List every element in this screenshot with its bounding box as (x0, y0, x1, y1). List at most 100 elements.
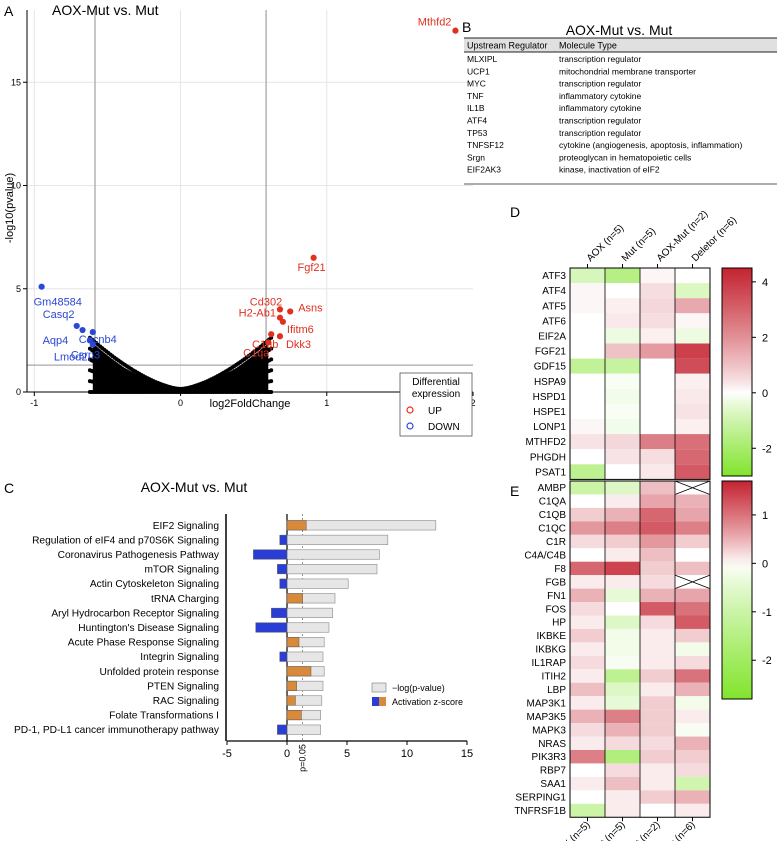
heat-e-cell (570, 655, 605, 670)
heat-d-row-atf5: ATF5 (542, 301, 566, 312)
heat-d-cell (675, 403, 710, 419)
volcano-y-label: -log10(pvalue) (4, 173, 16, 243)
heat-e-row-saa1: SAA1 (540, 779, 566, 790)
logp-bar-regulation-of-eif4-and-p70s6k-signaling (286, 534, 389, 545)
zscore-bar-integrin-signaling (279, 651, 288, 662)
heat-e-scale-label: 0 (762, 558, 768, 570)
heat-e-cell (675, 763, 710, 777)
heat-d-cell (605, 464, 640, 480)
heat-e-color-scale (721, 480, 753, 700)
heat-e-row-c1r: C1R (546, 537, 566, 548)
heat-e-cell (675, 588, 710, 603)
table-regulator-il1b: IL1B (467, 103, 485, 113)
heat-e-cell (675, 615, 710, 629)
heat-d-cell (675, 419, 710, 435)
heat-e-row-ikbke: IKBKE (537, 631, 567, 642)
heat-e-cell (570, 481, 605, 495)
heat-d-cell (570, 434, 605, 450)
table-molecule-type: transcription regulator (559, 128, 641, 138)
heat-e-cell (605, 481, 640, 495)
heat-e-cell (605, 763, 640, 777)
pathway-label-coronavirus-pathogenesis-pathway: Coronavirus Pathogenesis Pathway (58, 550, 220, 561)
heat-d-cell (640, 449, 675, 465)
heat-e-cell (640, 602, 675, 616)
heat-d-row-fgf21: FGF21 (535, 347, 567, 358)
heat-d-cell (675, 358, 710, 374)
heat-e-cell (675, 736, 710, 750)
heat-d-cell (570, 358, 605, 374)
heat-d-scale-label: 0 (762, 388, 768, 400)
heat-d-cell (640, 313, 675, 329)
gene-point-asns (287, 308, 294, 315)
heat-e-row-map3k1: MAP3K1 (527, 698, 567, 709)
heat-e-cell (605, 615, 640, 629)
legend-logp-label: −log(p-value) (392, 683, 445, 693)
heat-e-cell (640, 776, 675, 791)
heat-d-cell (570, 328, 605, 344)
gene-point-csrp3 (89, 341, 96, 348)
panel-letter-d: D (510, 204, 520, 220)
heat-e-cell (570, 750, 605, 764)
heat-e-cell (640, 561, 675, 576)
heat-e-row-c1qb: C1QB (539, 510, 567, 521)
heat-e-cell (570, 561, 605, 576)
pathway-label-integrin-signaling: Integrin Signaling (140, 652, 219, 663)
upstream-regulator-table: AOX-Mut vs. Mut Upstream Regulator Molec… (464, 22, 777, 185)
pathway-x-tick-label: 0 (284, 748, 290, 760)
heat-d-cell (570, 373, 605, 389)
heat-e-cell (570, 575, 605, 589)
heat-d-cell (675, 464, 710, 480)
heat-e-row-c1qa: C1QA (539, 497, 567, 508)
heat-e-cell (675, 803, 710, 818)
table-regulator-tnfsf12: TNFSF12 (467, 140, 504, 150)
heat-e-cell (570, 803, 605, 818)
volcano-legend-title-1: Differential (412, 377, 460, 388)
heat-d-color-scale (721, 267, 753, 477)
pvalue-threshold-label: p=0.05 (298, 744, 308, 772)
heat-d-row-hspa9: HSPA9 (534, 377, 566, 388)
heat-d-row-lonp1: LONP1 (533, 422, 566, 433)
heat-e-cell (675, 602, 710, 616)
heat-d-cell (605, 403, 640, 419)
heat-e-row-nras: NRAS (538, 739, 566, 750)
heat-e-cell (570, 642, 605, 656)
table-regulator-tnf: TNF (467, 91, 484, 101)
heat-e-cell (640, 628, 675, 643)
gene-point-mthfd2 (452, 27, 459, 34)
heat-e-cell (640, 507, 675, 522)
heat-d-cell (640, 373, 675, 389)
table-molecule-type: proteoglycan in hematopoietic cells (559, 152, 691, 162)
heat-e-cell (640, 750, 675, 764)
heat-e-cell (675, 682, 710, 697)
heat-e-row-fn1: FN1 (547, 591, 566, 602)
gene-point-gm48584 (38, 283, 45, 290)
table-regulator-atf4: ATF4 (467, 116, 487, 126)
table-molecule-type: transcription regulator (559, 79, 641, 89)
heat-e-cell (605, 507, 640, 522)
zscore-bar-trna-charging (286, 593, 303, 604)
heat-e-cell (605, 696, 640, 710)
heat-e-row-ambp: AMBP (538, 483, 567, 494)
heat-e-cell (675, 642, 710, 656)
stress-gene-heatmap: ATF3 ATF4 ATF5 ATF6 EIF2A FGF21 GDF15 HSPA9 HSPD… (525, 209, 772, 480)
pathway-label-eif2-signaling: EIF2 Signaling (153, 521, 220, 532)
heat-e-cell (605, 588, 640, 603)
heat-e-column-aox-n-5: AOX (n=5) (551, 820, 592, 841)
panel-letter-a: A (4, 3, 14, 19)
heat-e-cell (605, 534, 640, 549)
heat-e-row-rbp7: RBP7 (540, 766, 567, 777)
heat-e-cell (675, 750, 710, 764)
gene-label-cacnb4: Cacnb4 (79, 334, 117, 346)
pathway-bar-chart: AOX-Mut vs. Mut -5 0 5 10 15 p=0.05 EIF2 Sign… (14, 479, 473, 772)
volcano-x-tick-label: 1 (324, 398, 329, 408)
heat-e-missing-cell (674, 574, 711, 589)
pathway-label-folate-transformations-i: Folate Transformations I (109, 711, 219, 722)
table-molecule-type: transcription regulator (559, 116, 641, 126)
heat-e-cell (570, 507, 605, 522)
gene-point-c1qb (268, 331, 275, 338)
volcano-y-tick-label: 10 (11, 181, 21, 191)
heat-e-cell (570, 763, 605, 777)
heat-e-cell (605, 750, 640, 764)
gene-label-aqp4: Aqp4 (43, 335, 69, 347)
heat-d-cell (675, 313, 710, 329)
